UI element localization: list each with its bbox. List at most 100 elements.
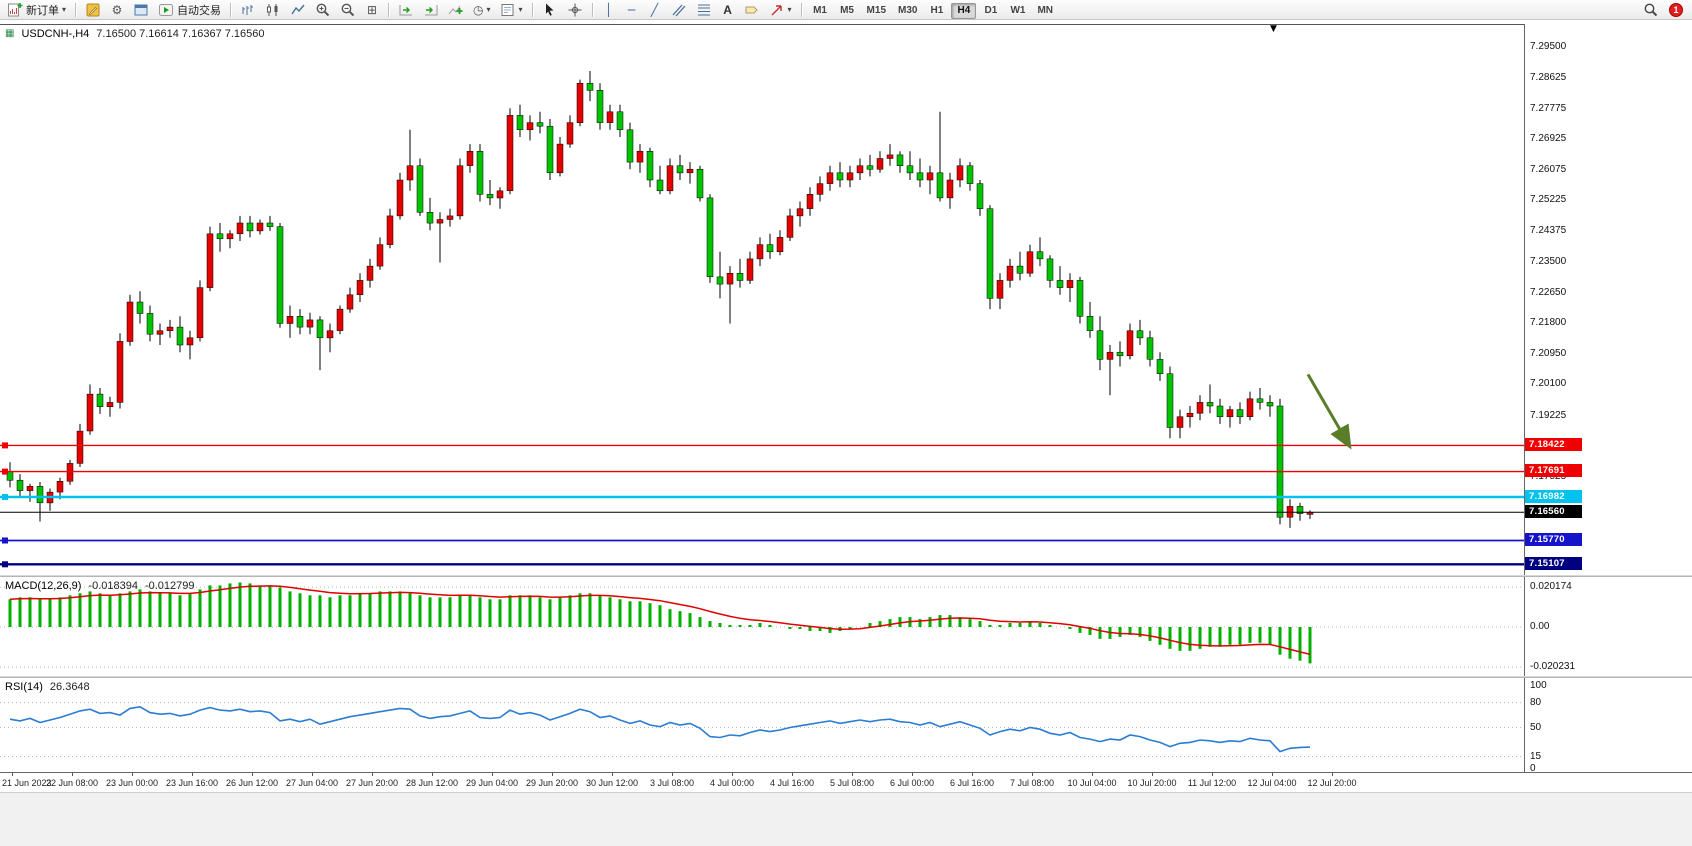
timeframe-m15-button[interactable]: M15 — [866, 5, 886, 17]
indicators-icon — [448, 5, 463, 14]
fibonacci-button[interactable] — [692, 1, 716, 19]
zoom-out-button[interactable] — [336, 1, 360, 19]
tile-windows-icon: ⊞ — [366, 2, 378, 17]
tile-windows-button[interactable]: ⊞ — [361, 1, 383, 19]
horizontal-line-icon: ─ — [627, 2, 636, 17]
arrows-button[interactable]: ▾ — [765, 1, 796, 19]
timeframe-d1-button[interactable]: D1 — [984, 5, 998, 17]
templates-button[interactable]: ▾ — [496, 1, 527, 19]
timeframe-w1-button[interactable]: W1 — [1010, 5, 1026, 17]
date-axis-label: 10 Jul 20:00 — [1127, 778, 1177, 788]
caret-down-icon: ▾ — [787, 4, 792, 14]
auto-scroll-button[interactable] — [394, 1, 418, 19]
price-axis[interactable]: 7.29500 7.28625 7.27775 7.26925 7.26075 7.252… — [1524, 24, 1692, 774]
rsi-axis-label: 0 — [1530, 763, 1536, 774]
time-axis-tick — [252, 773, 253, 776]
channel-button[interactable] — [667, 1, 691, 19]
autotrading-button[interactable]: 自动交易 — [154, 1, 225, 19]
cursor-button[interactable] — [538, 1, 562, 19]
time-axis-tick — [192, 773, 193, 776]
horizontal-line-button[interactable]: ─ — [621, 1, 643, 19]
rsi-label: RSI(14) — [5, 681, 43, 693]
new-order-icon — [8, 2, 23, 16]
metaeditor-button[interactable] — [81, 1, 105, 19]
date-axis-label: 27 Jun 04:00 — [285, 778, 339, 788]
timeframe-m1-button[interactable]: M1 — [813, 5, 827, 17]
chart-ohlc-values: 7.16500 7.16614 7.16367 7.16560 — [96, 28, 265, 40]
timeframe-m30-button[interactable]: M30 — [898, 5, 918, 17]
price-axis-label: 7.24375 — [1530, 224, 1567, 236]
timeframe-h1-button[interactable]: H1 — [930, 5, 944, 17]
zoom-in-button[interactable] — [311, 1, 335, 19]
time-axis-tick — [132, 773, 133, 776]
time-axis-tick — [1332, 773, 1333, 776]
timeframe-mn-button[interactable]: MN — [1037, 5, 1054, 17]
date-axis-label: 23 Jun 16:00 — [165, 778, 219, 788]
timeframe-m5-button[interactable]: M5 — [840, 5, 854, 17]
date-axis-label: 22 Jun 08:00 — [45, 778, 99, 788]
new-order-button[interactable]: 新订单 ▾ — [3, 1, 70, 19]
rsi-panel[interactable]: RSI(14) 26.3648 — [0, 678, 1524, 772]
date-axis-label: 27 Jun 20:00 — [345, 778, 399, 788]
time-axis-tick — [552, 773, 553, 776]
price-tag-resistance-line: 7.18422 — [1525, 437, 1582, 451]
caret-down-icon: ▾ — [518, 4, 523, 14]
price-axis-label: 7.20950 — [1530, 347, 1567, 359]
zoom-in-icon — [316, 3, 330, 16]
caret-down-icon: ▾ — [62, 4, 67, 14]
zoom-out-icon — [341, 3, 355, 16]
options-button[interactable]: ⚙ — [106, 1, 128, 19]
date-axis-label: 10 Jul 04:00 — [1067, 778, 1117, 788]
timeframe-group: M1 M5 M15 M30 H1 H4 D1 W1 MN — [807, 0, 1059, 19]
price-axis-label: 7.27775 — [1530, 102, 1567, 114]
timeframe-h4-button[interactable]: H4 — [951, 2, 977, 19]
chart-shift-marker-icon[interactable]: ▼ — [1270, 24, 1277, 34]
price-tag-support-line: 7.15770 — [1525, 533, 1582, 546]
price-axis-label: 7.20100 — [1530, 378, 1567, 390]
rsi-value: 26.3648 — [49, 681, 90, 693]
date-axis-label: 6 Jul 00:00 — [889, 778, 935, 788]
toolbar-separator — [800, 2, 802, 17]
candlestick-chart-button[interactable] — [261, 1, 285, 19]
date-axis-label: 4 Jul 16:00 — [769, 778, 815, 788]
panel-splitter[interactable] — [0, 676, 1692, 678]
date-axis-label: 28 Jun 12:00 — [405, 778, 459, 788]
bar-chart-button[interactable] — [236, 1, 260, 19]
notification-badge[interactable]: 1 — [1669, 2, 1683, 17]
toolbar-separator — [230, 2, 232, 17]
time-axis[interactable]: 21 Jun 2023 22 Jun 08:00 23 Jun 00:00 23 Ju… — [0, 772, 1692, 792]
clock-icon: ◷ — [473, 2, 484, 17]
date-axis-label: 21 Jun 2023 — [2, 778, 52, 788]
time-axis-tick — [852, 773, 853, 776]
date-axis-label: 23 Jun 00:00 — [105, 778, 159, 788]
channel-icon — [672, 4, 686, 16]
periods-button[interactable]: ◷ ▾ — [469, 1, 495, 19]
line-chart-button[interactable] — [286, 1, 310, 19]
candlestick-chart[interactable]: ▦ USDCNH-,H4 7.16500 7.16614 7.16367 7.1… — [0, 24, 1524, 575]
crosshair-button[interactable] — [563, 1, 587, 19]
vertical-line-button[interactable]: │ — [598, 1, 620, 19]
search-button[interactable] — [1639, 1, 1663, 19]
date-axis-label: 11 Jul 12:00 — [1187, 778, 1237, 788]
caret-down-icon: ▾ — [486, 4, 491, 14]
label-button[interactable] — [740, 1, 764, 19]
date-axis-label: 7 Jul 08:00 — [1009, 778, 1055, 788]
chart-shift-button[interactable] — [419, 1, 443, 19]
panel-splitter[interactable] — [0, 575, 1692, 577]
rsi-axis-label: 50 — [1530, 721, 1542, 733]
trendline-button[interactable]: ╱ — [644, 1, 666, 19]
rsi-axis-label: 15 — [1530, 750, 1542, 762]
macd-panel[interactable]: MACD(12,26,9) -0.018394 -0.012799 — [0, 577, 1524, 676]
rsi-axis-label: 100 — [1530, 680, 1547, 691]
price-axis-label: 7.22650 — [1530, 286, 1567, 298]
time-axis-tick — [1152, 773, 1153, 776]
cursor-icon — [545, 3, 554, 16]
price-axis-label: 7.23500 — [1530, 256, 1567, 268]
indicators-button[interactable] — [444, 1, 468, 19]
time-axis-tick — [372, 773, 373, 776]
fullscreen-button[interactable] — [129, 1, 153, 19]
auto-scroll-icon — [399, 4, 413, 15]
text-button[interactable]: A — [717, 1, 739, 19]
macd-value: -0.018394 — [88, 580, 138, 592]
search-icon — [1644, 3, 1658, 16]
